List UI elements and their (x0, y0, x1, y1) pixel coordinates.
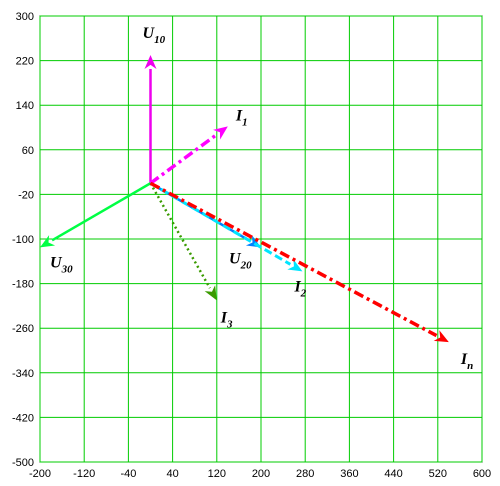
vector-arrowhead-i2 (287, 259, 303, 272)
vector-line-i1 (149, 133, 218, 185)
y-tick-label: -500 (12, 457, 34, 469)
y-tick-label: -20 (18, 189, 34, 201)
x-tick-labels: -200 -120 -40 40 120 200 280 360 440 520 600 (29, 468, 491, 480)
x-tick-label: 360 (340, 468, 358, 480)
y-tick-label: 60 (22, 145, 34, 157)
x-tick-label: 440 (384, 468, 402, 480)
grid (39, 15, 483, 463)
x-tick-label: 200 (252, 468, 270, 480)
vector-line-u30 (51, 182, 152, 242)
vector-label-u10: U10 (143, 25, 166, 46)
vectors (40, 55, 449, 343)
vector-label-subscript: 2 (300, 287, 307, 299)
x-tick-label: 600 (473, 468, 491, 480)
vector-label-main: U (50, 254, 63, 271)
vector-label-main: I (220, 309, 228, 326)
x-tick-label: 120 (208, 468, 226, 480)
y-tick-label: 140 (16, 100, 34, 112)
vector-arrowhead-i1 (213, 126, 228, 140)
vector-label-subscript: 1 (242, 116, 248, 128)
vector-label-main: I (293, 278, 301, 295)
y-tick-labels: 300 220 140 60 -20 -100 -180 -260 -340 -420 -500 (12, 11, 34, 469)
vector-label-main: U (229, 250, 242, 267)
vector-label-main: U (143, 25, 156, 42)
vector-label-subscript: 3 (226, 318, 233, 330)
x-tick-label: 40 (166, 468, 178, 480)
vector-arrowhead-u30 (40, 235, 56, 248)
vector-arrowhead-in (433, 330, 449, 343)
x-tick-label: -200 (29, 468, 51, 480)
vector-label-i3: I3 (220, 309, 233, 330)
vector-line-in (149, 181, 438, 338)
y-tick-label: -420 (12, 412, 34, 424)
vector-label-i1: I1 (235, 107, 248, 128)
vector-arrowhead-i3 (204, 285, 217, 301)
y-tick-label: -180 (12, 279, 34, 291)
x-tick-label: -40 (120, 468, 136, 480)
vector-label-subscript: 30 (61, 263, 74, 275)
x-tick-label: 280 (296, 468, 314, 480)
y-tick-label: -100 (12, 234, 34, 246)
vector-label-u30: U30 (50, 254, 73, 275)
vector-label-subscript: n (467, 360, 473, 372)
y-tick-label: -340 (12, 368, 34, 380)
vector-label-in: In (460, 351, 473, 372)
x-tick-label: -120 (73, 468, 95, 480)
y-tick-label: -260 (12, 323, 34, 335)
vector-label-subscript: 20 (240, 259, 253, 271)
vector-arrowhead-u10 (144, 55, 157, 70)
vector-label-u20: U20 (229, 250, 252, 271)
vector-line-i3 (149, 182, 211, 289)
vector-label-i2: I2 (293, 278, 306, 299)
vector-label-main: I (235, 107, 243, 124)
y-tick-label: 220 (16, 56, 34, 68)
vector-label-main: I (460, 351, 468, 368)
y-tick-label: 300 (16, 11, 34, 23)
x-tick-label: 520 (429, 468, 447, 480)
vector-label-subscript: 10 (154, 34, 166, 46)
